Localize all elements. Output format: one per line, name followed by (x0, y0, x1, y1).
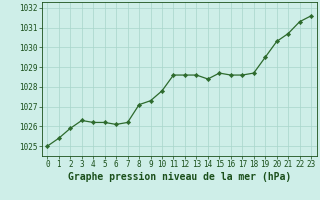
X-axis label: Graphe pression niveau de la mer (hPa): Graphe pression niveau de la mer (hPa) (68, 172, 291, 182)
